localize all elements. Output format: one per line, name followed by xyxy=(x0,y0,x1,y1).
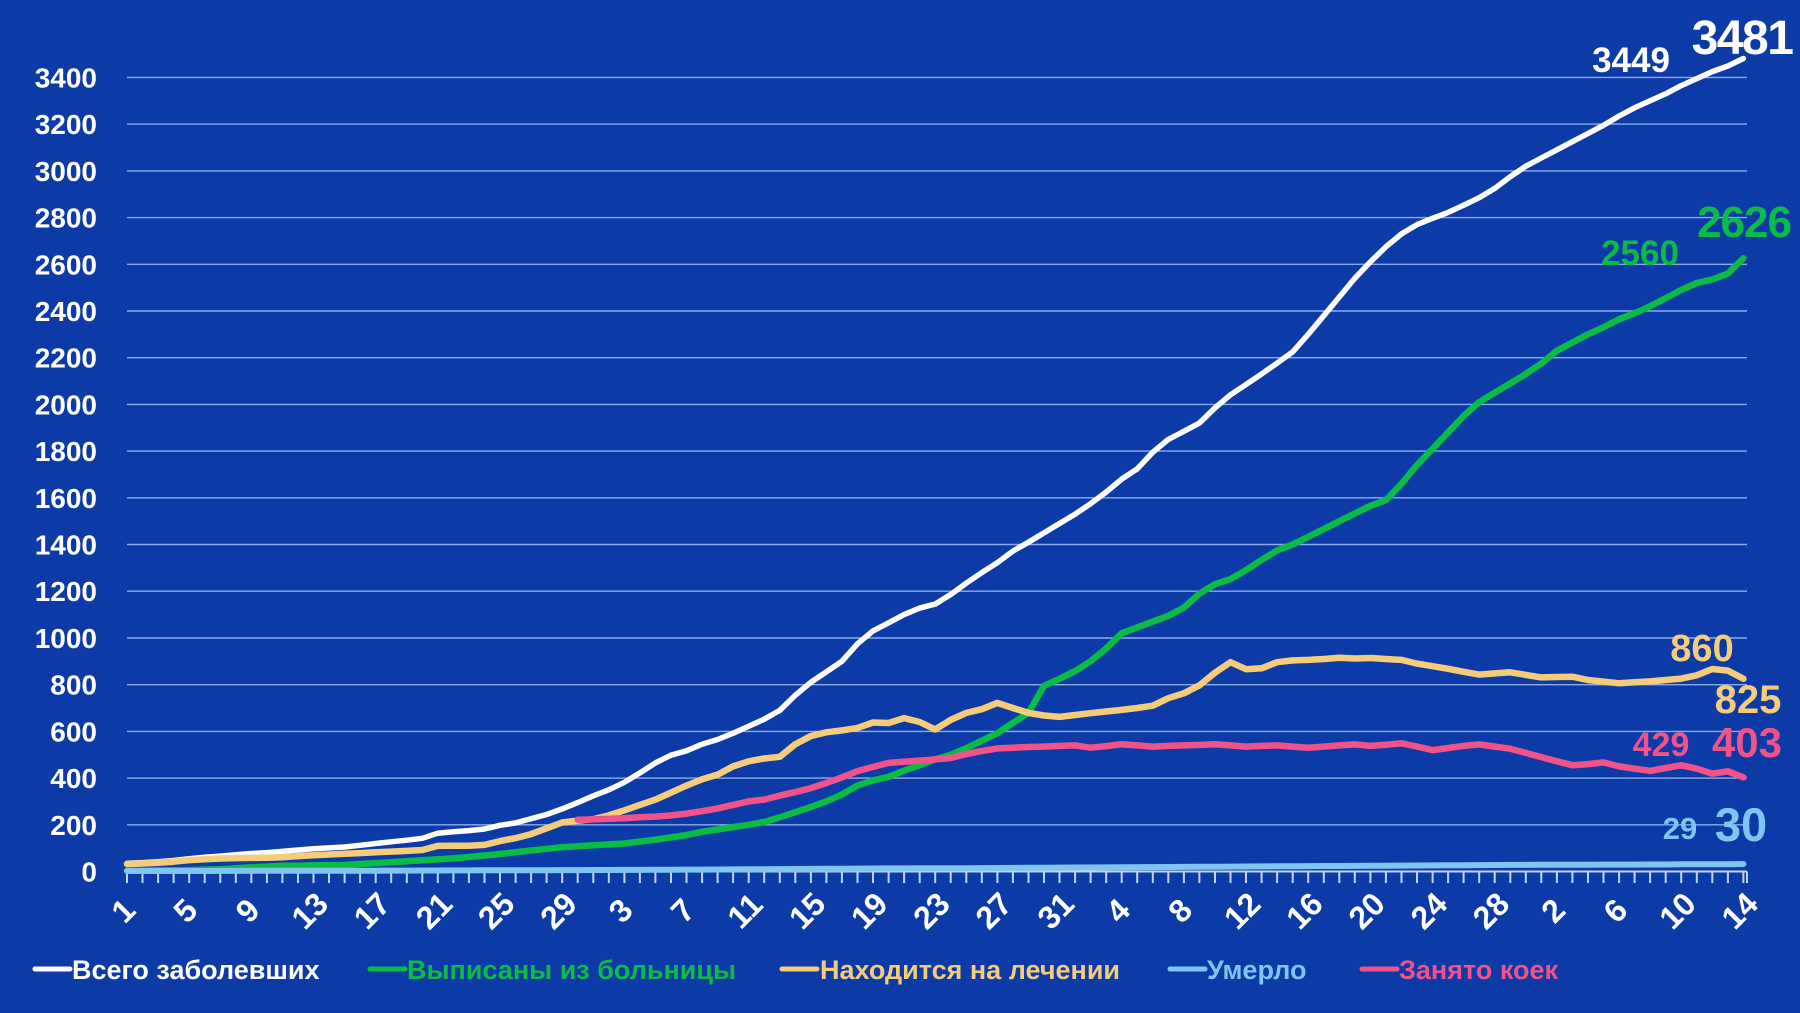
svg-text:3400: 3400 xyxy=(35,62,97,93)
svg-text:429: 429 xyxy=(1633,726,1690,764)
svg-text:3449: 3449 xyxy=(1592,41,1670,80)
svg-text:Занято коек: Занято коек xyxy=(1399,955,1559,985)
svg-text:600: 600 xyxy=(50,716,97,747)
svg-text:2400: 2400 xyxy=(35,296,97,327)
svg-text:200: 200 xyxy=(50,810,97,841)
svg-text:2000: 2000 xyxy=(35,389,97,420)
svg-text:0: 0 xyxy=(81,857,97,888)
svg-text:Всего заболевших: Всего заболевших xyxy=(72,955,320,985)
svg-text:1600: 1600 xyxy=(35,483,97,514)
svg-text:Умерло: Умерло xyxy=(1207,955,1307,985)
svg-text:2600: 2600 xyxy=(35,249,97,280)
svg-text:1200: 1200 xyxy=(35,576,97,607)
svg-text:2560: 2560 xyxy=(1601,234,1679,273)
svg-text:1400: 1400 xyxy=(35,530,97,561)
svg-text:403: 403 xyxy=(1712,719,1782,766)
svg-text:2800: 2800 xyxy=(35,203,97,234)
svg-text:3481: 3481 xyxy=(1692,12,1794,65)
svg-text:2626: 2626 xyxy=(1697,198,1791,247)
svg-text:3200: 3200 xyxy=(35,109,97,140)
svg-text:825: 825 xyxy=(1715,678,1782,722)
svg-text:2200: 2200 xyxy=(35,343,97,374)
svg-text:860: 860 xyxy=(1670,628,1733,670)
svg-text:Выписаны из больницы: Выписаны из больницы xyxy=(407,955,736,985)
svg-text:3000: 3000 xyxy=(35,156,97,187)
svg-text:30: 30 xyxy=(1715,798,1767,851)
svg-text:1000: 1000 xyxy=(35,623,97,654)
svg-text:Находится на лечении: Находится на лечении xyxy=(820,955,1120,985)
svg-text:800: 800 xyxy=(50,670,97,701)
svg-text:400: 400 xyxy=(50,763,97,794)
svg-text:29: 29 xyxy=(1663,811,1697,846)
svg-text:1800: 1800 xyxy=(35,436,97,467)
